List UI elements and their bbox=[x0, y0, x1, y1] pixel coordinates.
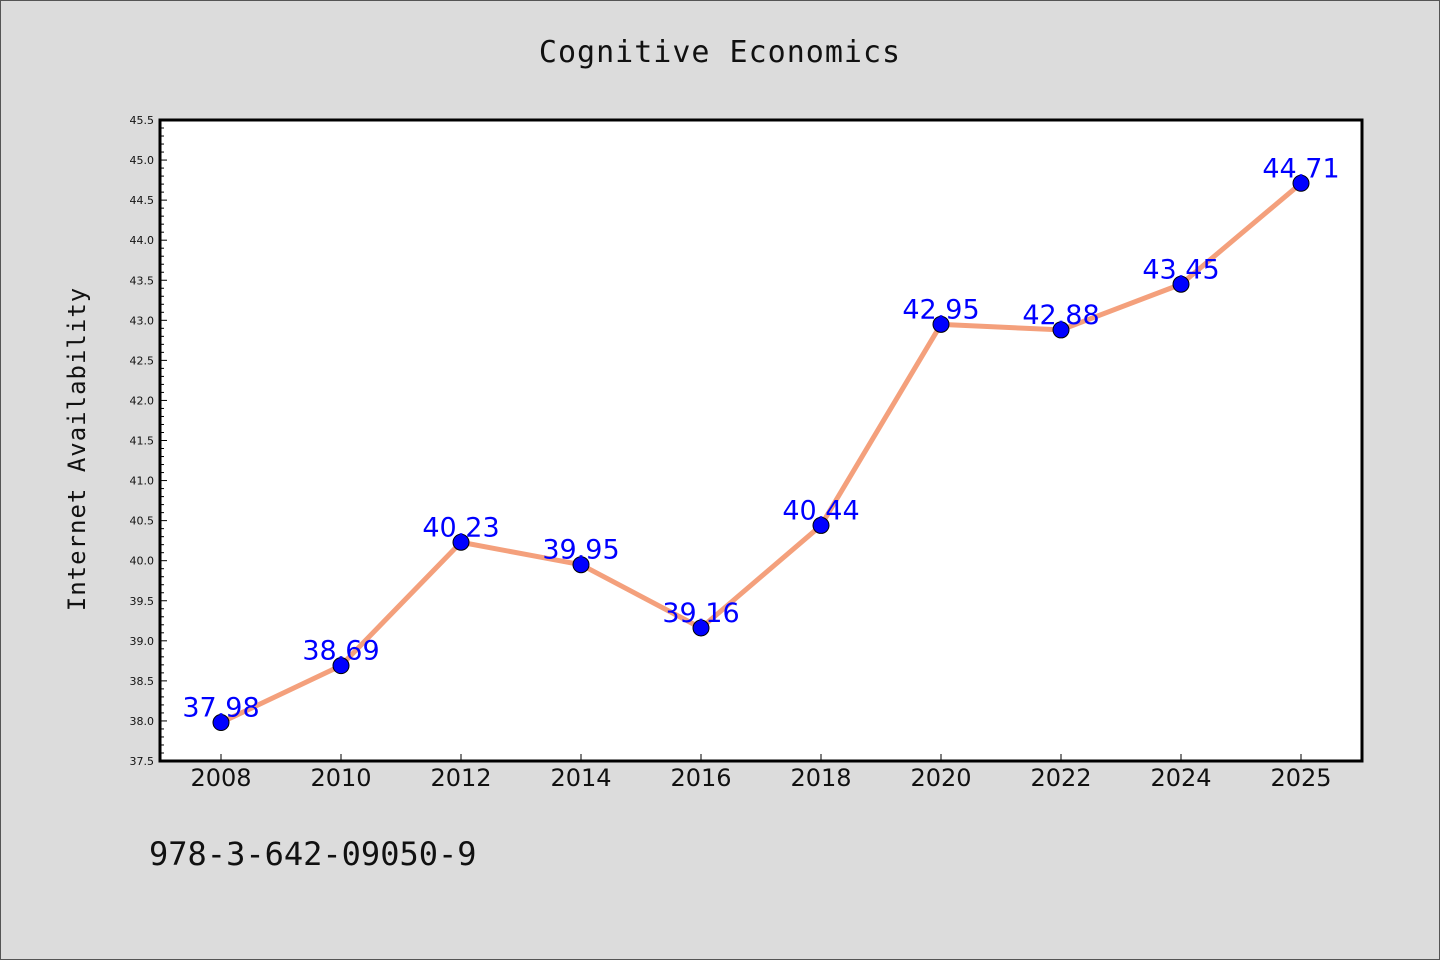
data-point bbox=[332, 657, 350, 675]
y-tick-label: 41.5 bbox=[130, 435, 155, 448]
footer-code: 978-3-642-09050-9 bbox=[149, 835, 477, 873]
y-tick-label: 38.0 bbox=[130, 715, 155, 728]
data-point bbox=[452, 533, 470, 551]
x-tick-label: 2022 bbox=[1030, 764, 1091, 792]
data-point bbox=[1172, 275, 1190, 293]
data-label: 39.95 bbox=[542, 535, 619, 566]
y-tick-label: 42.5 bbox=[130, 354, 155, 367]
data-label: 37.98 bbox=[182, 693, 259, 724]
x-tick-label: 2016 bbox=[670, 764, 731, 792]
data-point bbox=[1052, 321, 1070, 339]
y-tick-label: 37.5 bbox=[130, 755, 155, 768]
data-point bbox=[572, 556, 590, 574]
series-line bbox=[219, 181, 1303, 725]
y-tick-label: 38.5 bbox=[130, 675, 155, 688]
data-point bbox=[1292, 174, 1310, 192]
data-point bbox=[692, 619, 710, 637]
data-point bbox=[932, 315, 950, 333]
y-tick-label: 43.5 bbox=[130, 274, 155, 287]
data-label: 38.69 bbox=[302, 636, 379, 667]
y-tick-label: 45.5 bbox=[130, 114, 155, 127]
y-tick-label: 42.0 bbox=[130, 394, 155, 407]
plot-frame bbox=[158, 118, 1364, 763]
data-point bbox=[212, 714, 230, 732]
x-tick-label: 2012 bbox=[430, 764, 491, 792]
data-label: 43.45 bbox=[1142, 254, 1219, 285]
data-label: 42.88 bbox=[1022, 300, 1099, 331]
plot-area bbox=[160, 120, 1362, 761]
y-tick-label: 41.0 bbox=[130, 475, 155, 488]
x-tick-label: 2020 bbox=[910, 764, 971, 792]
y-tick-label: 44.5 bbox=[130, 194, 155, 207]
chart-title: Cognitive Economics bbox=[538, 35, 902, 70]
y-axis: 37.5 38.0 38.5 39.0 39.5 40.0 40.5 41.0 41.5 42.0… bbox=[130, 114, 167, 768]
data-point bbox=[812, 516, 830, 534]
y-tick-label: 39.5 bbox=[130, 595, 155, 608]
x-tick-label: 2025 bbox=[1270, 764, 1331, 792]
data-label: 44.71 bbox=[1262, 153, 1339, 184]
x-axis: 2008 2010 2012 2014 2016 2018 2020 2022 2024 2025 bbox=[190, 754, 1332, 792]
data-label: 40.44 bbox=[782, 495, 859, 526]
data-label: 42.95 bbox=[902, 294, 979, 325]
x-tick-label: 2008 bbox=[190, 764, 251, 792]
y-tick-label: 45.0 bbox=[130, 154, 155, 167]
data-label: 40.23 bbox=[422, 512, 499, 543]
y-tick-label: 40.5 bbox=[130, 515, 155, 528]
x-tick-label: 2024 bbox=[1150, 764, 1211, 792]
y-tick-label: 40.0 bbox=[130, 555, 155, 568]
y-tick-label: 39.0 bbox=[130, 635, 155, 648]
x-tick-label: 2014 bbox=[550, 764, 611, 792]
y-tick-label: 44.0 bbox=[130, 234, 155, 247]
x-tick-label: 2018 bbox=[790, 764, 851, 792]
x-tick-label: 2010 bbox=[310, 764, 371, 792]
series-layer: 37.98 38.69 40.23 39.95 39.16 40.44 42.95 42.88… bbox=[182, 153, 1340, 732]
y-tick-label: 43.0 bbox=[130, 314, 155, 327]
data-label: 39.16 bbox=[662, 598, 739, 629]
